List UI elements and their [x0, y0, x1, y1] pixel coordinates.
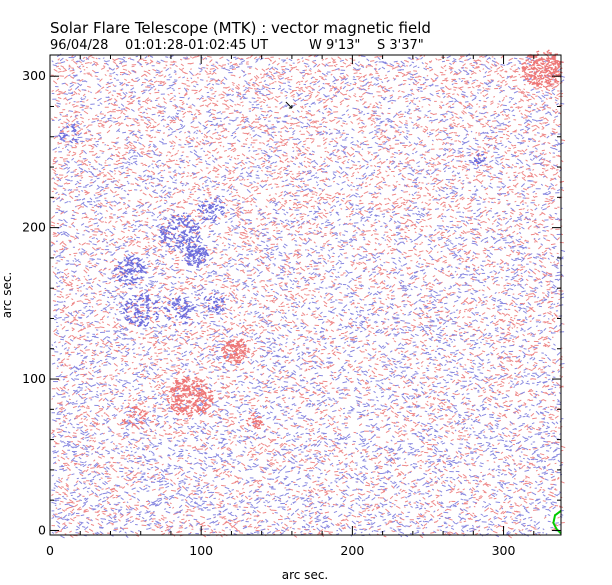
y-axis-label: arc sec.: [0, 272, 14, 318]
observation-time-range: 01:01:28-01:02:45 UT: [125, 38, 268, 53]
vector-arrow-head: [288, 104, 293, 109]
polarity-region-positive-12: [121, 405, 148, 430]
polarity-region-negative-2: [196, 196, 226, 222]
polarity-region-positive-9: [220, 338, 251, 364]
polarity-region-positive-11: [245, 411, 265, 430]
chart-title: Solar Flare Telescope (MTK) : vector mag…: [50, 19, 431, 37]
y-tick-label-300: 300: [22, 68, 46, 83]
x-tick-label-300: 300: [492, 543, 516, 558]
chart-subtitle: 96/04/28 01:01:28-01:02:45 UT W 9'13" S …: [50, 38, 424, 53]
polarity-region-negative-5: [163, 295, 197, 327]
polarity-region-negative-1: [158, 212, 201, 252]
x-axis-label: arc sec.: [282, 568, 328, 582]
polarity-region-negative-7: [468, 152, 487, 165]
heliographic-latitude: S 3'37": [377, 38, 424, 53]
y-axis: 0 100 200 300: [22, 68, 561, 537]
x-tick-label-200: 200: [340, 543, 364, 558]
y-tick-label-100: 100: [22, 371, 46, 386]
polarity-region-negative-4: [122, 292, 161, 328]
x-tick-label-100: 100: [189, 543, 213, 558]
polarity-region-negative-3: [113, 255, 147, 286]
x-tick-label-0: 0: [46, 543, 54, 558]
polarity-region-negative-6: [203, 292, 226, 314]
heliographic-longitude: W 9'13": [309, 38, 360, 53]
y-tick-label-200: 200: [22, 220, 46, 235]
plot-frame: [49, 54, 562, 536]
observation-date: 96/04/28: [50, 38, 108, 53]
x-axis: 0 100 200 300: [46, 55, 535, 558]
vector-arrow: [285, 101, 293, 109]
y-tick-label-0: 0: [38, 522, 46, 537]
polarity-region-negative-8: [58, 123, 79, 144]
polarity-region-negative-0: [184, 244, 210, 268]
polarity-region-positive-10: [166, 376, 215, 418]
polarity-regions: [58, 49, 564, 430]
